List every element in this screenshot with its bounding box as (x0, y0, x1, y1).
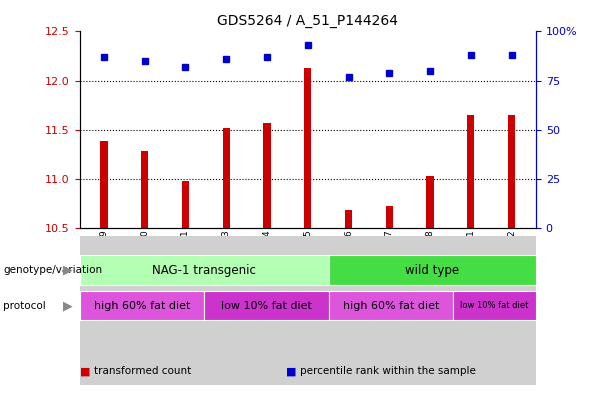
Text: high 60% fat diet: high 60% fat diet (343, 301, 439, 310)
Text: low 10% fat diet: low 10% fat diet (461, 301, 529, 310)
Bar (223, 128, 230, 228)
Bar (304, 68, 312, 228)
Text: ▶: ▶ (63, 264, 72, 277)
Text: transformed count: transformed count (94, 366, 191, 376)
Text: genotype/variation: genotype/variation (3, 265, 102, 275)
Text: low 10% fat diet: low 10% fat diet (221, 301, 312, 310)
Text: wild type: wild type (405, 264, 459, 277)
Bar (467, 115, 475, 228)
Bar (182, 181, 189, 228)
Text: ▶: ▶ (63, 299, 72, 312)
Text: ■: ■ (80, 366, 90, 376)
Bar (141, 151, 148, 228)
Bar (386, 206, 393, 228)
Title: GDS5264 / A_51_P144264: GDS5264 / A_51_P144264 (217, 14, 398, 28)
Bar (263, 123, 271, 228)
Text: protocol: protocol (3, 301, 46, 310)
Text: percentile rank within the sample: percentile rank within the sample (300, 366, 477, 376)
Bar (100, 141, 108, 228)
Bar (345, 210, 352, 228)
Text: high 60% fat diet: high 60% fat diet (94, 301, 190, 310)
Bar (508, 115, 515, 228)
Bar (426, 176, 434, 228)
Text: NAG-1 transgenic: NAG-1 transgenic (152, 264, 256, 277)
Text: ■: ■ (286, 366, 296, 376)
